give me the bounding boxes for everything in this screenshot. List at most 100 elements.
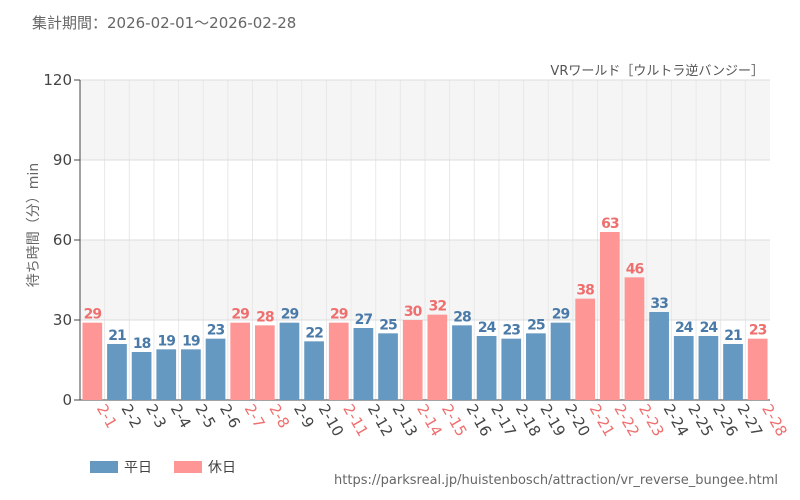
bar-value-label: 29 — [281, 307, 299, 323]
bar-value-label: 28 — [453, 309, 471, 325]
bar — [378, 333, 398, 400]
chart-title: VRワールド［ウルトラ逆バンジー］ — [550, 64, 764, 79]
bar — [181, 349, 201, 400]
y-tick-label: 30 — [53, 311, 72, 329]
x-tick-label: 2-13 — [389, 401, 422, 439]
bar — [254, 325, 275, 400]
bar-value-label: 27 — [355, 312, 373, 328]
x-tick-label: 2-23 — [635, 401, 668, 439]
x-tick-label: 2-10 — [315, 401, 348, 439]
bar — [599, 232, 620, 400]
legend: 平日 休日 — [90, 457, 236, 477]
x-tick-label: 2-14 — [413, 401, 446, 439]
x-tick-label: 2-25 — [684, 401, 717, 439]
bar — [501, 338, 522, 400]
bar-value-label: 63 — [601, 216, 619, 232]
bar-value-label: 29 — [84, 307, 102, 323]
bar-value-label: 25 — [379, 317, 397, 333]
x-tick-label: 2-8 — [265, 401, 293, 431]
x-tick-label: 2-21 — [586, 401, 619, 439]
bar — [698, 336, 719, 400]
x-tick-label: 2-7 — [241, 401, 269, 431]
y-tick-label: 90 — [53, 151, 72, 169]
bar-value-label: 33 — [650, 296, 668, 312]
x-tick-label: 2-19 — [536, 401, 569, 439]
bar — [353, 328, 374, 400]
bar — [156, 349, 177, 400]
x-tick-label: 2-24 — [660, 401, 693, 439]
bar — [526, 333, 546, 400]
bar — [107, 344, 127, 400]
bar — [328, 322, 349, 400]
x-tick-label: 2-15 — [438, 401, 471, 439]
weekday-swatch — [90, 461, 118, 473]
bar-value-label: 24 — [478, 320, 497, 336]
x-tick-label: 2-12 — [364, 401, 397, 439]
bar — [279, 322, 300, 400]
source-url[interactable]: https://parksreal.jp/huistenbosch/attrac… — [334, 473, 778, 488]
bar-value-label: 25 — [527, 317, 545, 333]
bar — [205, 338, 226, 400]
y-tick-label: 60 — [53, 231, 72, 249]
bar — [452, 325, 472, 400]
bar — [624, 277, 645, 400]
x-tick-label: 2-17 — [487, 401, 520, 439]
x-tick-label: 2-16 — [463, 401, 496, 439]
bar — [550, 322, 571, 400]
bar — [402, 320, 423, 400]
bar-value-label: 29 — [231, 307, 249, 323]
legend-holiday-label: 休日 — [208, 460, 236, 476]
legend-weekday-label: 平日 — [124, 460, 152, 476]
x-tick-label: 2-26 — [709, 401, 742, 439]
bar-value-label: 38 — [576, 283, 594, 299]
x-tick-label: 2-5 — [191, 401, 219, 431]
bar — [649, 312, 669, 400]
x-tick-label: 2-27 — [734, 401, 767, 439]
bar-value-label: 24 — [700, 320, 719, 336]
bar-value-label: 18 — [133, 336, 151, 352]
bar — [673, 336, 694, 400]
bar-value-label: 21 — [724, 328, 742, 344]
bar-value-label: 24 — [675, 320, 694, 336]
bar — [304, 341, 324, 400]
bar — [82, 322, 103, 400]
x-tick-label: 2-28 — [758, 401, 791, 439]
x-tick-label: 2-1 — [93, 401, 121, 431]
x-tick-label: 2-2 — [118, 401, 146, 431]
bar — [131, 352, 152, 400]
bar — [747, 338, 768, 400]
bar-value-label: 23 — [207, 323, 225, 339]
holiday-swatch — [174, 461, 202, 473]
x-tick-label: 2-9 — [290, 401, 318, 431]
bar-value-label: 28 — [256, 309, 274, 325]
legend-weekday[interactable]: 平日 — [90, 457, 152, 477]
bar — [476, 336, 497, 400]
bar-value-label: 46 — [626, 261, 644, 277]
bar-value-label: 19 — [182, 333, 200, 349]
bar — [230, 322, 251, 400]
x-tick-label: 2-4 — [167, 401, 195, 431]
legend-holiday[interactable]: 休日 — [174, 457, 236, 477]
bar-value-label: 29 — [552, 307, 570, 323]
x-tick-label: 2-22 — [610, 401, 643, 439]
x-tick-label: 2-11 — [339, 401, 372, 439]
bar-value-label: 23 — [749, 323, 767, 339]
bar — [575, 298, 596, 400]
x-tick-label: 2-20 — [561, 401, 594, 439]
y-axis-label: 待ち時間（分）min — [26, 163, 42, 287]
y-tick-label: 0 — [62, 391, 72, 409]
bar-value-label: 29 — [330, 307, 348, 323]
x-tick-label: 2-3 — [142, 401, 170, 431]
bar-value-label: 19 — [158, 333, 176, 349]
bar-value-label: 30 — [404, 304, 423, 320]
x-tick-label: 2-18 — [512, 401, 545, 439]
bar-value-label: 22 — [305, 325, 323, 341]
y-tick-label: 120 — [43, 71, 72, 89]
bar — [723, 344, 743, 400]
x-tick-label: 2-6 — [216, 401, 244, 431]
bar-value-label: 32 — [429, 299, 447, 315]
bar-value-label: 23 — [503, 323, 521, 339]
bar-value-label: 21 — [108, 328, 126, 344]
